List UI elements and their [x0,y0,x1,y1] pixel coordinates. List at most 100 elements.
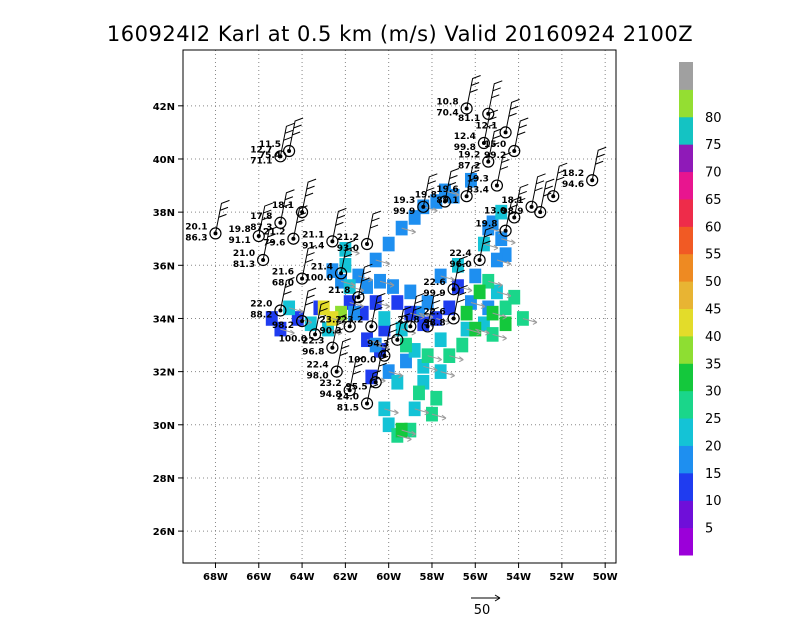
wind-speed-cell [408,343,421,358]
colorbar-segment [679,472,693,501]
station-speed-label: 19.8 [415,191,437,201]
station-value-label: 81.5 [337,404,359,414]
wind-vector-head [381,377,386,384]
station: 19.891.1 [229,202,273,246]
colorbar-tick-label: 45 [705,303,722,318]
wind-speed-cell [499,316,512,332]
station-marker [295,315,309,328]
y-tick-label: 36N [153,261,175,272]
wind-speed-cell [408,210,421,225]
wind-vector-head [385,260,390,267]
station-speed-label: 19.3 [467,175,489,185]
wind-vector-head [441,414,447,421]
station: 15.099.2 [484,117,529,161]
wind-vector [475,328,490,334]
wind-vector [492,333,507,339]
colorbar-segment [679,390,693,419]
wind-vector [522,317,538,323]
station-value-label: 91.1 [229,236,251,246]
station-marker [499,224,512,237]
station-value-label: 96.8 [302,348,324,358]
wind-vector [375,344,390,350]
wind-barb [314,300,330,335]
station-marker [447,283,460,296]
wind-speed-cell [508,289,521,305]
wind-vector-head [450,276,455,283]
station-marker [274,216,287,229]
station: 19.8 [475,197,520,237]
station: 21.8 [328,263,373,304]
colorbar-segment [679,363,693,392]
vector-key-arrowhead [494,594,501,602]
colorbar-tick-label: 50 [705,275,722,290]
wind-vector [288,307,304,313]
wind-speed-cell [335,273,347,289]
wind-barb [349,356,364,391]
wind-vector-head [298,308,304,315]
station-marker [343,320,356,333]
wind-speed-cell [443,348,456,363]
wind-vector-head [411,228,416,235]
station-speed-label: 21.2 [337,233,359,243]
station: 23.290.3 [319,292,364,336]
wind-speed-cell [369,252,382,268]
colorbar-tick-label: 80 [705,111,722,126]
wind-speed-cell [400,353,412,369]
colorbar-segment [679,527,693,556]
station-marker [209,227,222,240]
wind-barb [505,197,520,231]
station: 21.081.3 [233,226,278,270]
wind-vector [401,227,416,233]
station: 100.0 [348,322,399,366]
wind-vector [427,355,442,361]
station: 23.2 [341,292,386,333]
station: 21.191.4 [302,207,347,251]
station-value-label: 100.0 [348,356,376,366]
station: 81.1 [458,80,503,124]
wind-barb [301,287,317,322]
wind-vector-head [532,319,538,325]
x-tick-label: 68W [203,572,228,583]
station-speed-label: 18.2 [562,169,584,179]
station: 23.294.8 [319,356,364,400]
wind-barb [336,338,351,372]
station: 19.383.4 [467,152,512,196]
y-tick-label: 40N [153,155,175,166]
wind-barb [301,178,317,213]
wind-speed-cell [473,284,486,300]
y-tick-label: 30N [153,421,175,432]
wind-barb [466,75,481,109]
wind-vector [379,280,395,286]
station-value-label: 98.8 [423,318,445,328]
wind-vector-head [368,276,373,283]
station-value-label: 99.8 [454,143,476,153]
x-tick-label: 64W [290,572,315,583]
x-tick-label: 52W [549,572,574,583]
colorbar-segment [679,198,693,227]
station-speed-label: 21.0 [233,249,255,259]
y-tick-label: 28N [153,474,175,485]
station-value-label: 81.3 [233,260,255,270]
wind-speed-cell [404,422,417,438]
wind-speed-cell [421,295,434,310]
wind-speed-cell [317,300,330,316]
wind-speed-cell [413,385,425,401]
wind-barb [539,178,555,213]
station-speed-label: 18.1 [272,201,294,211]
station-marker [295,272,309,285]
colorbar-tick-label: 40 [705,330,722,345]
station: 22.088.2 [250,277,295,320]
station [547,162,568,203]
wind-vector-head [355,249,360,256]
x-tick-label: 50W [593,572,618,583]
colorbar-tick-label: 70 [705,166,722,181]
station: 11.575.4 [259,117,304,161]
wind-vector-head [411,430,416,437]
wind-vector [470,302,486,307]
wind-vector [375,302,390,307]
station: 12.1 [475,98,520,139]
station: 22.496.0 [449,226,494,270]
wind-speed-cell [382,236,395,252]
wind-speed-cell [391,295,404,310]
colorbar-segment [679,335,693,364]
